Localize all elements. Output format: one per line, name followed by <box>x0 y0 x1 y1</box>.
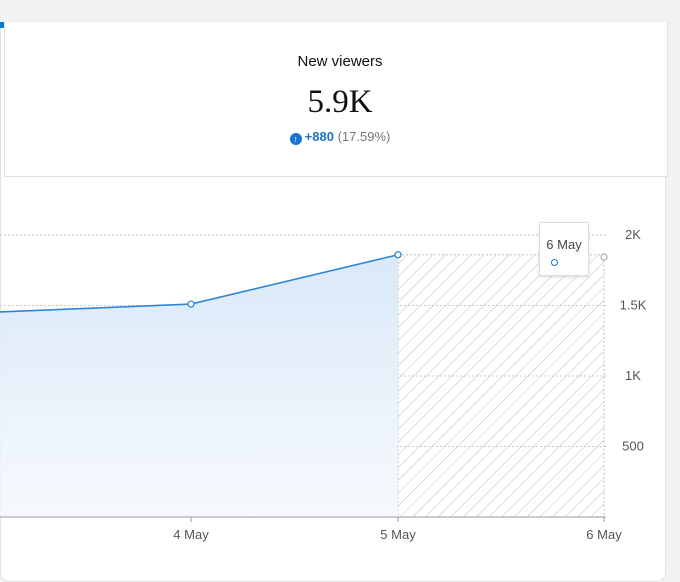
metric-tile-new-viewers[interactable] <box>4 22 668 177</box>
x-tick-label: 6 May <box>586 527 622 542</box>
y-tick-label: 1K <box>625 368 641 383</box>
arrow-up-icon: ↑ <box>289 133 302 145</box>
y-tick-label: 1.5K <box>620 298 647 313</box>
tooltip-date: 6 May <box>546 237 582 252</box>
chart-tooltip: 6 May <box>539 222 589 276</box>
data-point <box>394 251 402 259</box>
x-tick-label: 4 May <box>173 527 209 542</box>
y-tick-label: 500 <box>622 439 644 454</box>
y-tick-label: 2K <box>625 227 641 242</box>
metric-delta: ↑ +880 (17.59%) <box>0 129 680 145</box>
delta-percent: (17.59%) <box>337 129 391 144</box>
projected-region <box>397 254 605 518</box>
metric-title: New viewers <box>297 53 383 70</box>
hover-point <box>600 253 608 261</box>
selected-tab-indicator <box>0 22 4 28</box>
series-area <box>0 254 398 517</box>
tooltip-series-marker <box>551 259 558 266</box>
x-tick-label: 5 May <box>380 527 416 542</box>
delta-value: +880 <box>304 129 334 144</box>
metric-value: 5.9K <box>307 84 373 120</box>
data-point <box>187 300 195 308</box>
